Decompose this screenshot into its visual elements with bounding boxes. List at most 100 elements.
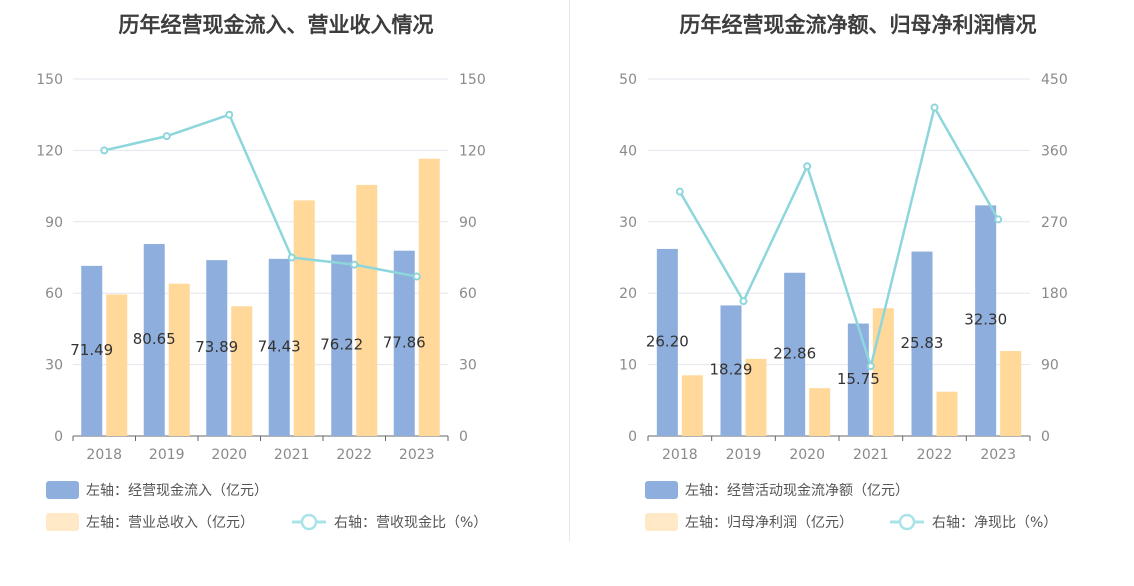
- right-axis-tick-label: 30: [459, 358, 477, 374]
- bar-secondary: [809, 388, 831, 436]
- left-axis-tick-label: 120: [36, 143, 63, 159]
- right-axis-tick-label: 90: [459, 215, 477, 231]
- line-point: [350, 260, 359, 269]
- legend-label: 左轴：经营现金流入（亿元）: [86, 483, 268, 499]
- bar-data-label: 18.29: [710, 361, 753, 379]
- left-axis-tick-label: 40: [619, 143, 637, 159]
- bar-data-label: 76.22: [320, 335, 363, 353]
- legend-label: 左轴：归母净利润（亿元）: [685, 514, 853, 531]
- bar-data-label: 15.75: [837, 370, 880, 388]
- bar-data-label: 22.86: [773, 344, 816, 362]
- left-axis-tick-label: 30: [619, 215, 637, 231]
- right-axis-tick-label: 120: [459, 143, 486, 159]
- bar-primary: [393, 250, 415, 436]
- left-axis-tick-label: 0: [54, 429, 63, 445]
- line-point: [930, 103, 939, 112]
- x-axis-tick-label: 2022: [917, 447, 953, 463]
- bar-data-label: 74.43: [258, 337, 301, 355]
- left-axis-tick-label: 20: [619, 286, 637, 302]
- bar-primary: [911, 251, 933, 436]
- left-axis-tick-label: 90: [45, 215, 63, 231]
- bar-secondary: [745, 358, 767, 436]
- bar-data-label: 32.30: [964, 311, 1007, 329]
- bar-primary: [784, 272, 806, 436]
- chart-2: 历年经营现金流净额、归母净利润情况 0 0 10 90 20 180 30 270 40 360 50…: [619, 13, 1068, 531]
- line-point: [162, 132, 171, 141]
- bar-data-label: 25.83: [901, 334, 944, 352]
- right-axis-tick-label: 180: [1041, 286, 1068, 302]
- line-point: [287, 253, 296, 262]
- bar-primary: [656, 248, 678, 436]
- line-series: [678, 104, 1000, 371]
- right-axis-tick-label: 90: [1041, 358, 1059, 374]
- x-axis-tick-label: 2018: [86, 447, 122, 463]
- bar-data-label: 71.49: [70, 341, 113, 359]
- bar-secondary: [418, 158, 440, 437]
- line-point: [866, 362, 875, 371]
- bar-primary: [206, 260, 228, 436]
- bar-secondary: [168, 283, 190, 436]
- line-point: [739, 297, 748, 306]
- bar-primary: [268, 258, 290, 436]
- chart-title: 历年经营现金流入、营业收入情况: [119, 13, 434, 37]
- left-axis-tick-label: 30: [45, 358, 63, 374]
- legend-line-marker: [300, 513, 318, 531]
- bar-data-label: 77.86: [383, 333, 426, 351]
- bar-primary: [81, 265, 103, 436]
- legend-label: 右轴：净现比（%）: [932, 515, 1057, 531]
- x-axis-tick-label: 2019: [726, 447, 762, 463]
- left-axis-tick-label: 10: [619, 358, 637, 374]
- right-axis-tick-label: 0: [1041, 429, 1050, 445]
- chart-title: 历年经营现金流净额、归母净利润情况: [680, 13, 1037, 37]
- line-series: [103, 113, 417, 278]
- bar-secondary: [293, 200, 315, 436]
- left-axis-tick-label: 60: [45, 286, 63, 302]
- bar-secondary: [231, 306, 253, 436]
- bar-secondary: [681, 375, 703, 436]
- left-axis-tick-label: 50: [619, 72, 637, 88]
- line-point: [412, 272, 421, 281]
- bar-primary: [847, 323, 869, 436]
- line-point: [100, 146, 109, 155]
- bar-secondary: [106, 294, 128, 436]
- legend-swatch: [46, 481, 79, 499]
- left-axis-tick-label: 150: [36, 72, 63, 88]
- legend-swatch: [645, 513, 678, 531]
- right-axis-tick-label: 270: [1041, 215, 1068, 231]
- legend-line-marker: [898, 513, 916, 531]
- x-axis-tick-label: 2020: [211, 447, 247, 463]
- right-axis-tick-label: 60: [459, 286, 477, 302]
- bar-primary: [331, 254, 353, 436]
- bar-secondary: [1000, 351, 1022, 436]
- x-axis-tick-label: 2021: [853, 447, 889, 463]
- bar-primary: [143, 244, 165, 436]
- bar-data-label: 80.65: [133, 330, 176, 348]
- legend-swatch: [46, 513, 79, 531]
- bar-primary: [720, 305, 742, 436]
- x-axis-tick-label: 2018: [662, 447, 698, 463]
- x-axis-tick-label: 2023: [399, 447, 435, 463]
- line-point: [803, 162, 812, 171]
- bar-primary: [975, 205, 997, 436]
- legend-label: 右轴：营收现金比（%）: [334, 515, 487, 531]
- legend-swatch: [645, 481, 678, 499]
- bar-secondary: [356, 184, 378, 436]
- line-point: [994, 215, 1003, 224]
- x-axis-tick-label: 2021: [274, 447, 310, 463]
- x-axis-tick-label: 2022: [336, 447, 372, 463]
- x-axis-tick-label: 2020: [789, 447, 825, 463]
- chart-1: 历年经营现金流入、营业收入情况 0 0 30 30 60 60 90 90 120 120 150 15…: [36, 13, 487, 531]
- x-axis-tick-label: 2023: [980, 447, 1016, 463]
- left-axis-tick-label: 0: [628, 429, 637, 445]
- bar-data-label: 26.20: [646, 332, 689, 350]
- right-axis-tick-label: 450: [1041, 72, 1068, 88]
- x-axis-tick-label: 2019: [149, 447, 185, 463]
- line-point: [675, 187, 684, 196]
- legend-label: 左轴：经营活动现金流净额（亿元）: [685, 483, 909, 499]
- line-point: [225, 110, 234, 119]
- right-axis-tick-label: 360: [1041, 143, 1068, 159]
- right-axis-tick-label: 0: [459, 429, 468, 445]
- right-axis-tick-label: 150: [459, 72, 486, 88]
